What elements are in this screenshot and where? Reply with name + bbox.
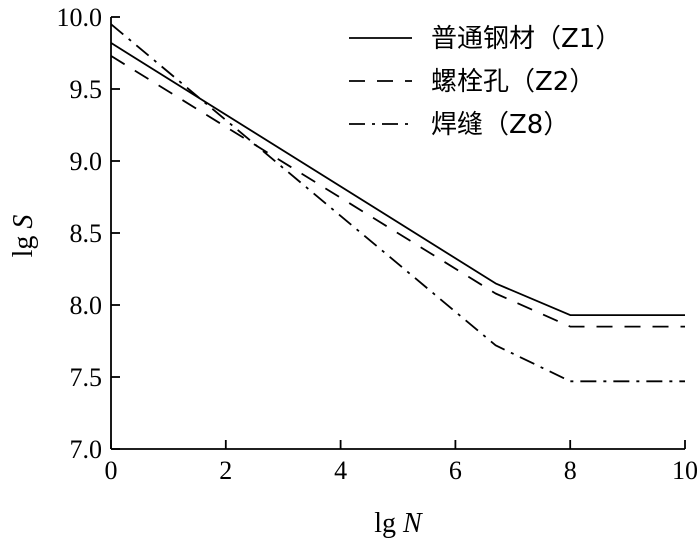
legend-label: 焊缝（Z8） bbox=[431, 110, 569, 140]
y-tick-label: 9.0 bbox=[70, 147, 103, 176]
legend: 普通钢材（Z1） 螺栓孔（Z2） 焊缝（Z8） bbox=[349, 24, 621, 140]
series-line-solid bbox=[110, 42, 685, 317]
x-tick-label: 6 bbox=[449, 456, 462, 485]
series-line-dashdot bbox=[110, 23, 685, 383]
series-line-dashed bbox=[110, 55, 685, 328]
x-tick-label: 8 bbox=[564, 456, 577, 485]
legend-label: 螺栓孔（Z2） bbox=[431, 67, 595, 97]
x-tick-label: 0 bbox=[105, 456, 118, 485]
y-tick-label: 8.5 bbox=[70, 219, 103, 248]
x-tick-label: 10 bbox=[672, 456, 698, 485]
x-tick-label: 2 bbox=[219, 456, 232, 485]
axes: 0 2 4 6 8 10 7.0 7.5 8.0 8.5 9.0 9.5 10.0 bbox=[57, 3, 699, 485]
y-tick-label: 7.0 bbox=[70, 435, 103, 464]
legend-label: 普通钢材（Z1） bbox=[431, 24, 621, 54]
y-tick-label: 7.5 bbox=[70, 363, 103, 392]
x-axis-label: lg N bbox=[374, 508, 423, 539]
y-tick-label: 8.0 bbox=[70, 291, 103, 320]
series-lines bbox=[110, 23, 685, 383]
y-tick-label: 9.5 bbox=[70, 75, 103, 104]
y-axis-label: lg S bbox=[8, 215, 39, 258]
x-tick-label: 4 bbox=[334, 456, 347, 485]
y-tick-label: 10.0 bbox=[57, 3, 103, 32]
